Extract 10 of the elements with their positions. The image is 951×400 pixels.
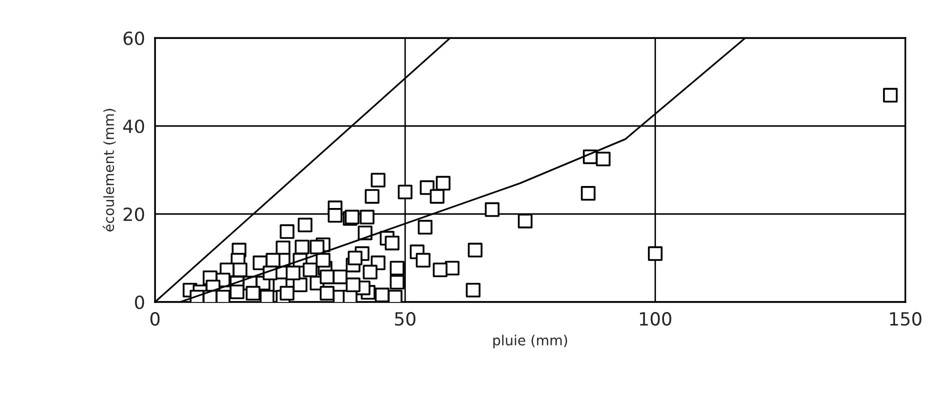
x-axis-title: pluie (mm): [493, 334, 568, 348]
y-tick-label: 60: [124, 31, 144, 46]
y-tick-label: 20: [124, 207, 144, 222]
y-tick-label: 0: [134, 295, 144, 310]
x-tick-label: 150: [890, 312, 922, 326]
x-tick-label: 50: [395, 312, 416, 326]
y-axis-title: écoulement (mm): [102, 108, 116, 232]
x-tick-label: 100: [640, 312, 672, 326]
y-tick-label: 40: [123, 119, 144, 134]
x-tick-label: 0: [150, 312, 160, 326]
